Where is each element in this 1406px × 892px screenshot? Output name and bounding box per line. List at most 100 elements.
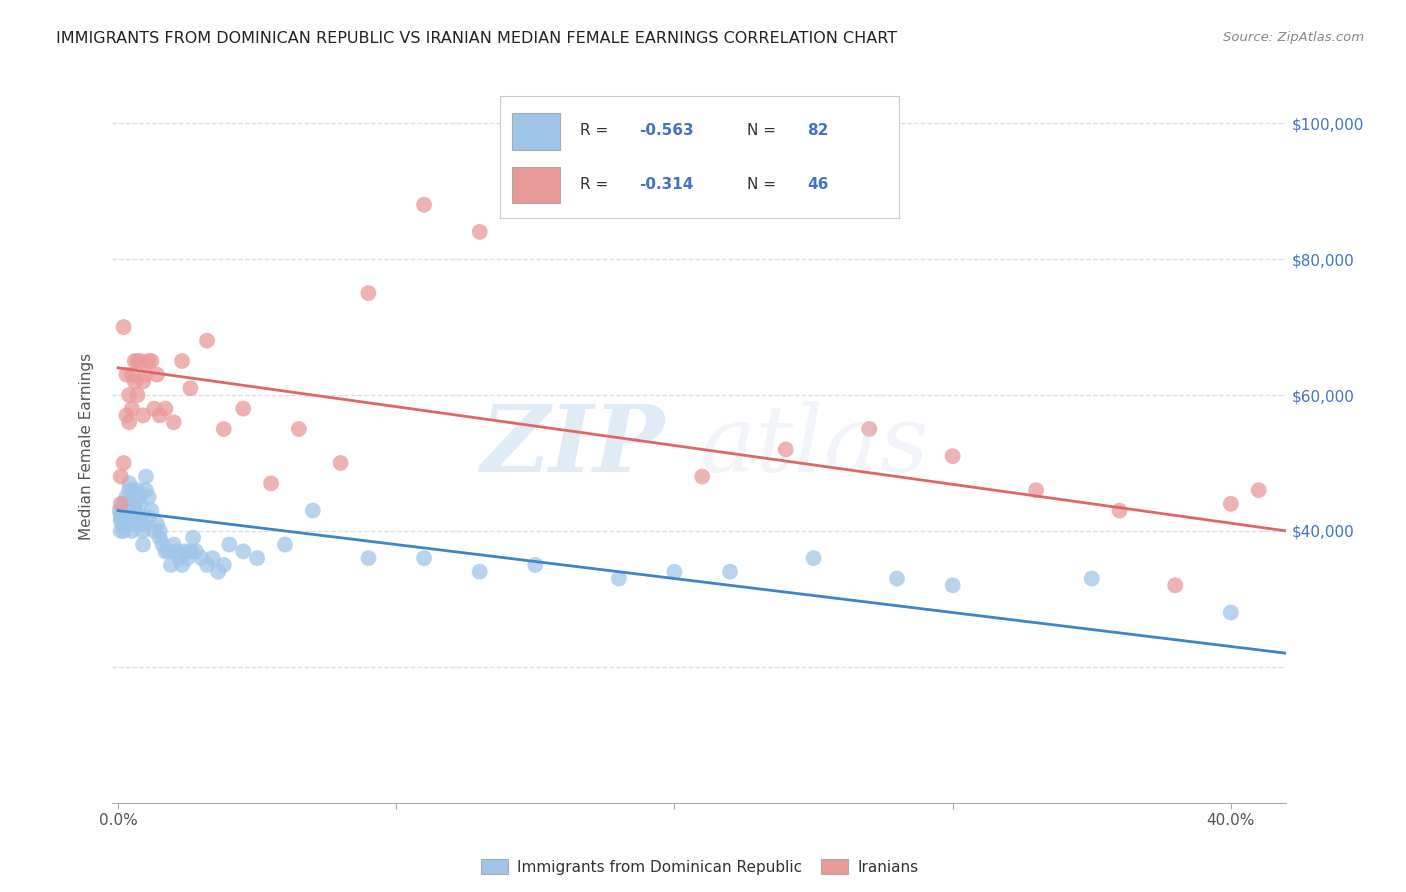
Point [184, 544, 207, 558]
Point [886, 572, 908, 586]
Point [112, 320, 135, 334]
Point [138, 354, 160, 368]
Point [157, 544, 180, 558]
Point [167, 551, 190, 566]
Point [1164, 578, 1187, 592]
Point [1108, 503, 1130, 517]
Point [143, 401, 166, 416]
Point [121, 490, 143, 504]
Point [127, 490, 149, 504]
Point [118, 497, 141, 511]
Point [132, 409, 155, 423]
Point [274, 537, 297, 551]
Point [170, 354, 193, 368]
Point [163, 537, 186, 551]
Y-axis label: Median Female Earnings: Median Female Earnings [79, 352, 94, 540]
Point [127, 483, 149, 498]
Point [246, 551, 269, 566]
Point [212, 422, 235, 436]
Point [803, 551, 825, 566]
Point [1219, 606, 1241, 620]
Point [942, 578, 965, 592]
Point [690, 469, 713, 483]
Point [232, 401, 254, 416]
Point [201, 551, 224, 566]
Point [127, 388, 149, 402]
Point [413, 198, 436, 212]
Point [108, 503, 131, 517]
Point [413, 551, 436, 566]
Point [111, 510, 134, 524]
Point [152, 537, 174, 551]
Point [112, 503, 135, 517]
Point [163, 415, 186, 429]
Text: IMMIGRANTS FROM DOMINICAN REPUBLIC VS IRANIAN MEDIAN FEMALE EARNINGS CORRELATION: IMMIGRANTS FROM DOMINICAN REPUBLIC VS IR… [56, 31, 897, 46]
Point [127, 510, 149, 524]
Point [124, 497, 146, 511]
Text: atlas: atlas [699, 401, 929, 491]
Point [1247, 483, 1270, 498]
Point [129, 510, 152, 524]
Point [155, 401, 177, 416]
Point [124, 510, 146, 524]
Point [118, 415, 141, 429]
Point [173, 544, 195, 558]
Point [121, 503, 143, 517]
Point [132, 375, 155, 389]
Legend: Immigrants from Dominican Republic, Iranians: Immigrants from Dominican Republic, Iran… [474, 853, 925, 880]
Point [195, 334, 218, 348]
Point [212, 558, 235, 572]
Point [129, 354, 152, 368]
Point [118, 510, 141, 524]
Point [146, 368, 169, 382]
Point [135, 469, 157, 483]
Point [146, 517, 169, 532]
Point [121, 510, 143, 524]
Point [138, 510, 160, 524]
Point [141, 354, 163, 368]
Point [118, 476, 141, 491]
Point [195, 558, 218, 572]
Point [112, 524, 135, 538]
Point [357, 286, 380, 301]
Point [112, 497, 135, 511]
Point [218, 537, 240, 551]
Point [138, 490, 160, 504]
Point [132, 537, 155, 551]
Point [110, 507, 132, 521]
Point [121, 524, 143, 538]
Point [112, 510, 135, 524]
Point [170, 558, 193, 572]
Point [232, 544, 254, 558]
Point [288, 422, 311, 436]
Point [115, 517, 138, 532]
Point [135, 368, 157, 382]
Point [132, 517, 155, 532]
Point [112, 456, 135, 470]
Point [110, 497, 132, 511]
Point [301, 503, 323, 517]
Point [149, 524, 172, 538]
Point [524, 558, 547, 572]
Point [149, 409, 172, 423]
Point [114, 500, 136, 515]
Point [179, 544, 201, 558]
Point [112, 517, 135, 532]
Point [155, 544, 177, 558]
Point [124, 503, 146, 517]
Point [176, 551, 198, 566]
Point [110, 524, 132, 538]
Point [190, 551, 212, 566]
Point [664, 565, 686, 579]
Point [118, 388, 141, 402]
Point [132, 524, 155, 538]
Point [110, 514, 132, 528]
Point [1080, 572, 1102, 586]
Text: ZIP: ZIP [479, 401, 664, 491]
Point [115, 497, 138, 511]
Point [115, 490, 138, 504]
Point [357, 551, 380, 566]
Point [858, 422, 880, 436]
Point [135, 483, 157, 498]
Point [143, 524, 166, 538]
